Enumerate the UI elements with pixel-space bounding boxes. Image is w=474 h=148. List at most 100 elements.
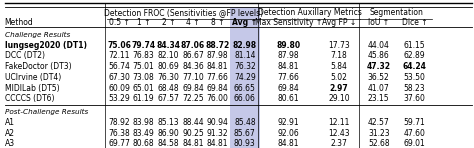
Text: 72.11: 72.11 [108, 51, 130, 60]
Text: 69.84: 69.84 [207, 84, 228, 92]
Text: 91.32: 91.32 [207, 129, 228, 138]
Text: FakeDoctor (DT3): FakeDoctor (DT3) [5, 62, 72, 71]
Text: 84.81: 84.81 [278, 62, 300, 71]
Bar [230, 7, 260, 148]
Text: 47.60: 47.60 [403, 129, 426, 138]
Text: 81.14: 81.14 [234, 51, 255, 60]
Text: 64.24: 64.24 [402, 62, 427, 71]
Text: 83.98: 83.98 [133, 118, 155, 127]
Text: 7.18: 7.18 [330, 51, 347, 60]
Text: 88.72: 88.72 [205, 41, 230, 50]
Text: UCIrvine (DT4): UCIrvine (DT4) [5, 73, 61, 82]
Text: A3: A3 [5, 139, 15, 148]
Text: 53.29: 53.29 [108, 94, 130, 103]
Text: 82.10: 82.10 [157, 51, 179, 60]
Text: Max Sensitivity ↑: Max Sensitivity ↑ [255, 18, 322, 27]
Text: 60.09: 60.09 [108, 84, 130, 92]
Text: 56.74: 56.74 [108, 62, 130, 71]
Text: 75.06: 75.06 [107, 41, 131, 50]
Text: 89.80: 89.80 [277, 41, 301, 50]
Text: Avg ↑: Avg ↑ [232, 18, 257, 27]
Text: 85.67: 85.67 [234, 129, 255, 138]
Text: 87.06: 87.06 [181, 41, 205, 50]
Text: Detection Auxillary Metrics: Detection Auxillary Metrics [258, 8, 362, 17]
Text: 67.57: 67.57 [157, 94, 179, 103]
Text: 44.04: 44.04 [368, 41, 390, 50]
Text: 69.77: 69.77 [108, 139, 130, 148]
Text: 12.43: 12.43 [328, 129, 350, 138]
Text: 61.15: 61.15 [404, 41, 425, 50]
Text: 45.86: 45.86 [368, 51, 390, 60]
Text: 90.94: 90.94 [207, 118, 228, 127]
Text: 29.10: 29.10 [328, 94, 350, 103]
Text: 0.5 ↑: 0.5 ↑ [109, 18, 129, 27]
Text: 80.68: 80.68 [133, 139, 155, 148]
Text: 84.81: 84.81 [207, 139, 228, 148]
Text: 80.93: 80.93 [234, 139, 255, 148]
Text: 68.48: 68.48 [157, 84, 179, 92]
Text: 87.98: 87.98 [207, 51, 228, 60]
Text: Detection FROC (Sensitivities @FP levels): Detection FROC (Sensitivities @FP levels… [104, 8, 263, 17]
Text: 86.67: 86.67 [182, 51, 204, 60]
Text: 76.83: 76.83 [133, 51, 155, 60]
Text: 84.81: 84.81 [207, 62, 228, 71]
Text: 67.30: 67.30 [108, 73, 130, 82]
Text: 78.92: 78.92 [108, 118, 130, 127]
Text: 76.32: 76.32 [234, 62, 255, 71]
Text: 2.97: 2.97 [329, 84, 348, 92]
Text: 73.08: 73.08 [133, 73, 155, 82]
Text: 76.00: 76.00 [207, 94, 228, 103]
Text: 79.74: 79.74 [132, 41, 155, 50]
Text: 5.84: 5.84 [330, 62, 347, 71]
Text: 62.89: 62.89 [404, 51, 425, 60]
Text: 65.01: 65.01 [133, 84, 155, 92]
Text: 17.73: 17.73 [328, 41, 350, 50]
Text: 23.15: 23.15 [368, 94, 390, 103]
Text: 86.90: 86.90 [157, 129, 179, 138]
Text: 74.29: 74.29 [234, 73, 255, 82]
Text: 80.61: 80.61 [278, 94, 300, 103]
Text: 31.23: 31.23 [368, 129, 390, 138]
Text: 92.91: 92.91 [278, 118, 300, 127]
Text: 88.44: 88.44 [182, 118, 204, 127]
Text: 2.37: 2.37 [330, 139, 347, 148]
Text: 77.66: 77.66 [278, 73, 300, 82]
Text: 4 ↑: 4 ↑ [186, 18, 200, 27]
Text: 76.30: 76.30 [157, 73, 179, 82]
Text: Post-Challenge Results: Post-Challenge Results [5, 109, 88, 115]
Text: 53.50: 53.50 [403, 73, 426, 82]
Text: 76.38: 76.38 [108, 129, 130, 138]
Text: 69.84: 69.84 [182, 84, 204, 92]
Text: IoU ↑: IoU ↑ [368, 18, 389, 27]
Text: 77.66: 77.66 [207, 73, 228, 82]
Text: A1: A1 [5, 118, 15, 127]
Text: Segmentation: Segmentation [369, 8, 423, 17]
Text: 83.49: 83.49 [133, 129, 155, 138]
Text: 36.52: 36.52 [368, 73, 390, 82]
Text: 59.71: 59.71 [404, 118, 425, 127]
Text: 61.19: 61.19 [133, 94, 155, 103]
Text: 69.01: 69.01 [404, 139, 425, 148]
Text: 58.23: 58.23 [404, 84, 425, 92]
Text: 85.13: 85.13 [157, 118, 179, 127]
Text: 84.36: 84.36 [182, 62, 204, 71]
Text: 92.06: 92.06 [278, 129, 300, 138]
Text: A2: A2 [5, 129, 15, 138]
Text: 1 ↑: 1 ↑ [137, 18, 150, 27]
Text: 12.11: 12.11 [328, 118, 350, 127]
Text: Challenge Results: Challenge Results [5, 31, 70, 38]
Text: 87.98: 87.98 [278, 51, 300, 60]
Text: Avg FP ↓: Avg FP ↓ [322, 18, 356, 27]
Text: 80.69: 80.69 [157, 62, 179, 71]
Text: 41.07: 41.07 [368, 84, 390, 92]
Text: 82.98: 82.98 [233, 41, 257, 50]
Text: Dice ↑: Dice ↑ [401, 18, 428, 27]
Text: 66.65: 66.65 [234, 84, 256, 92]
Text: 84.58: 84.58 [157, 139, 179, 148]
Text: 37.60: 37.60 [403, 94, 426, 103]
Text: 84.81: 84.81 [182, 139, 204, 148]
Text: CCCCS (DT6): CCCCS (DT6) [5, 94, 54, 103]
Text: 52.68: 52.68 [368, 139, 390, 148]
Text: DCC (DT2): DCC (DT2) [5, 51, 45, 60]
Text: 2 ↑: 2 ↑ [162, 18, 175, 27]
